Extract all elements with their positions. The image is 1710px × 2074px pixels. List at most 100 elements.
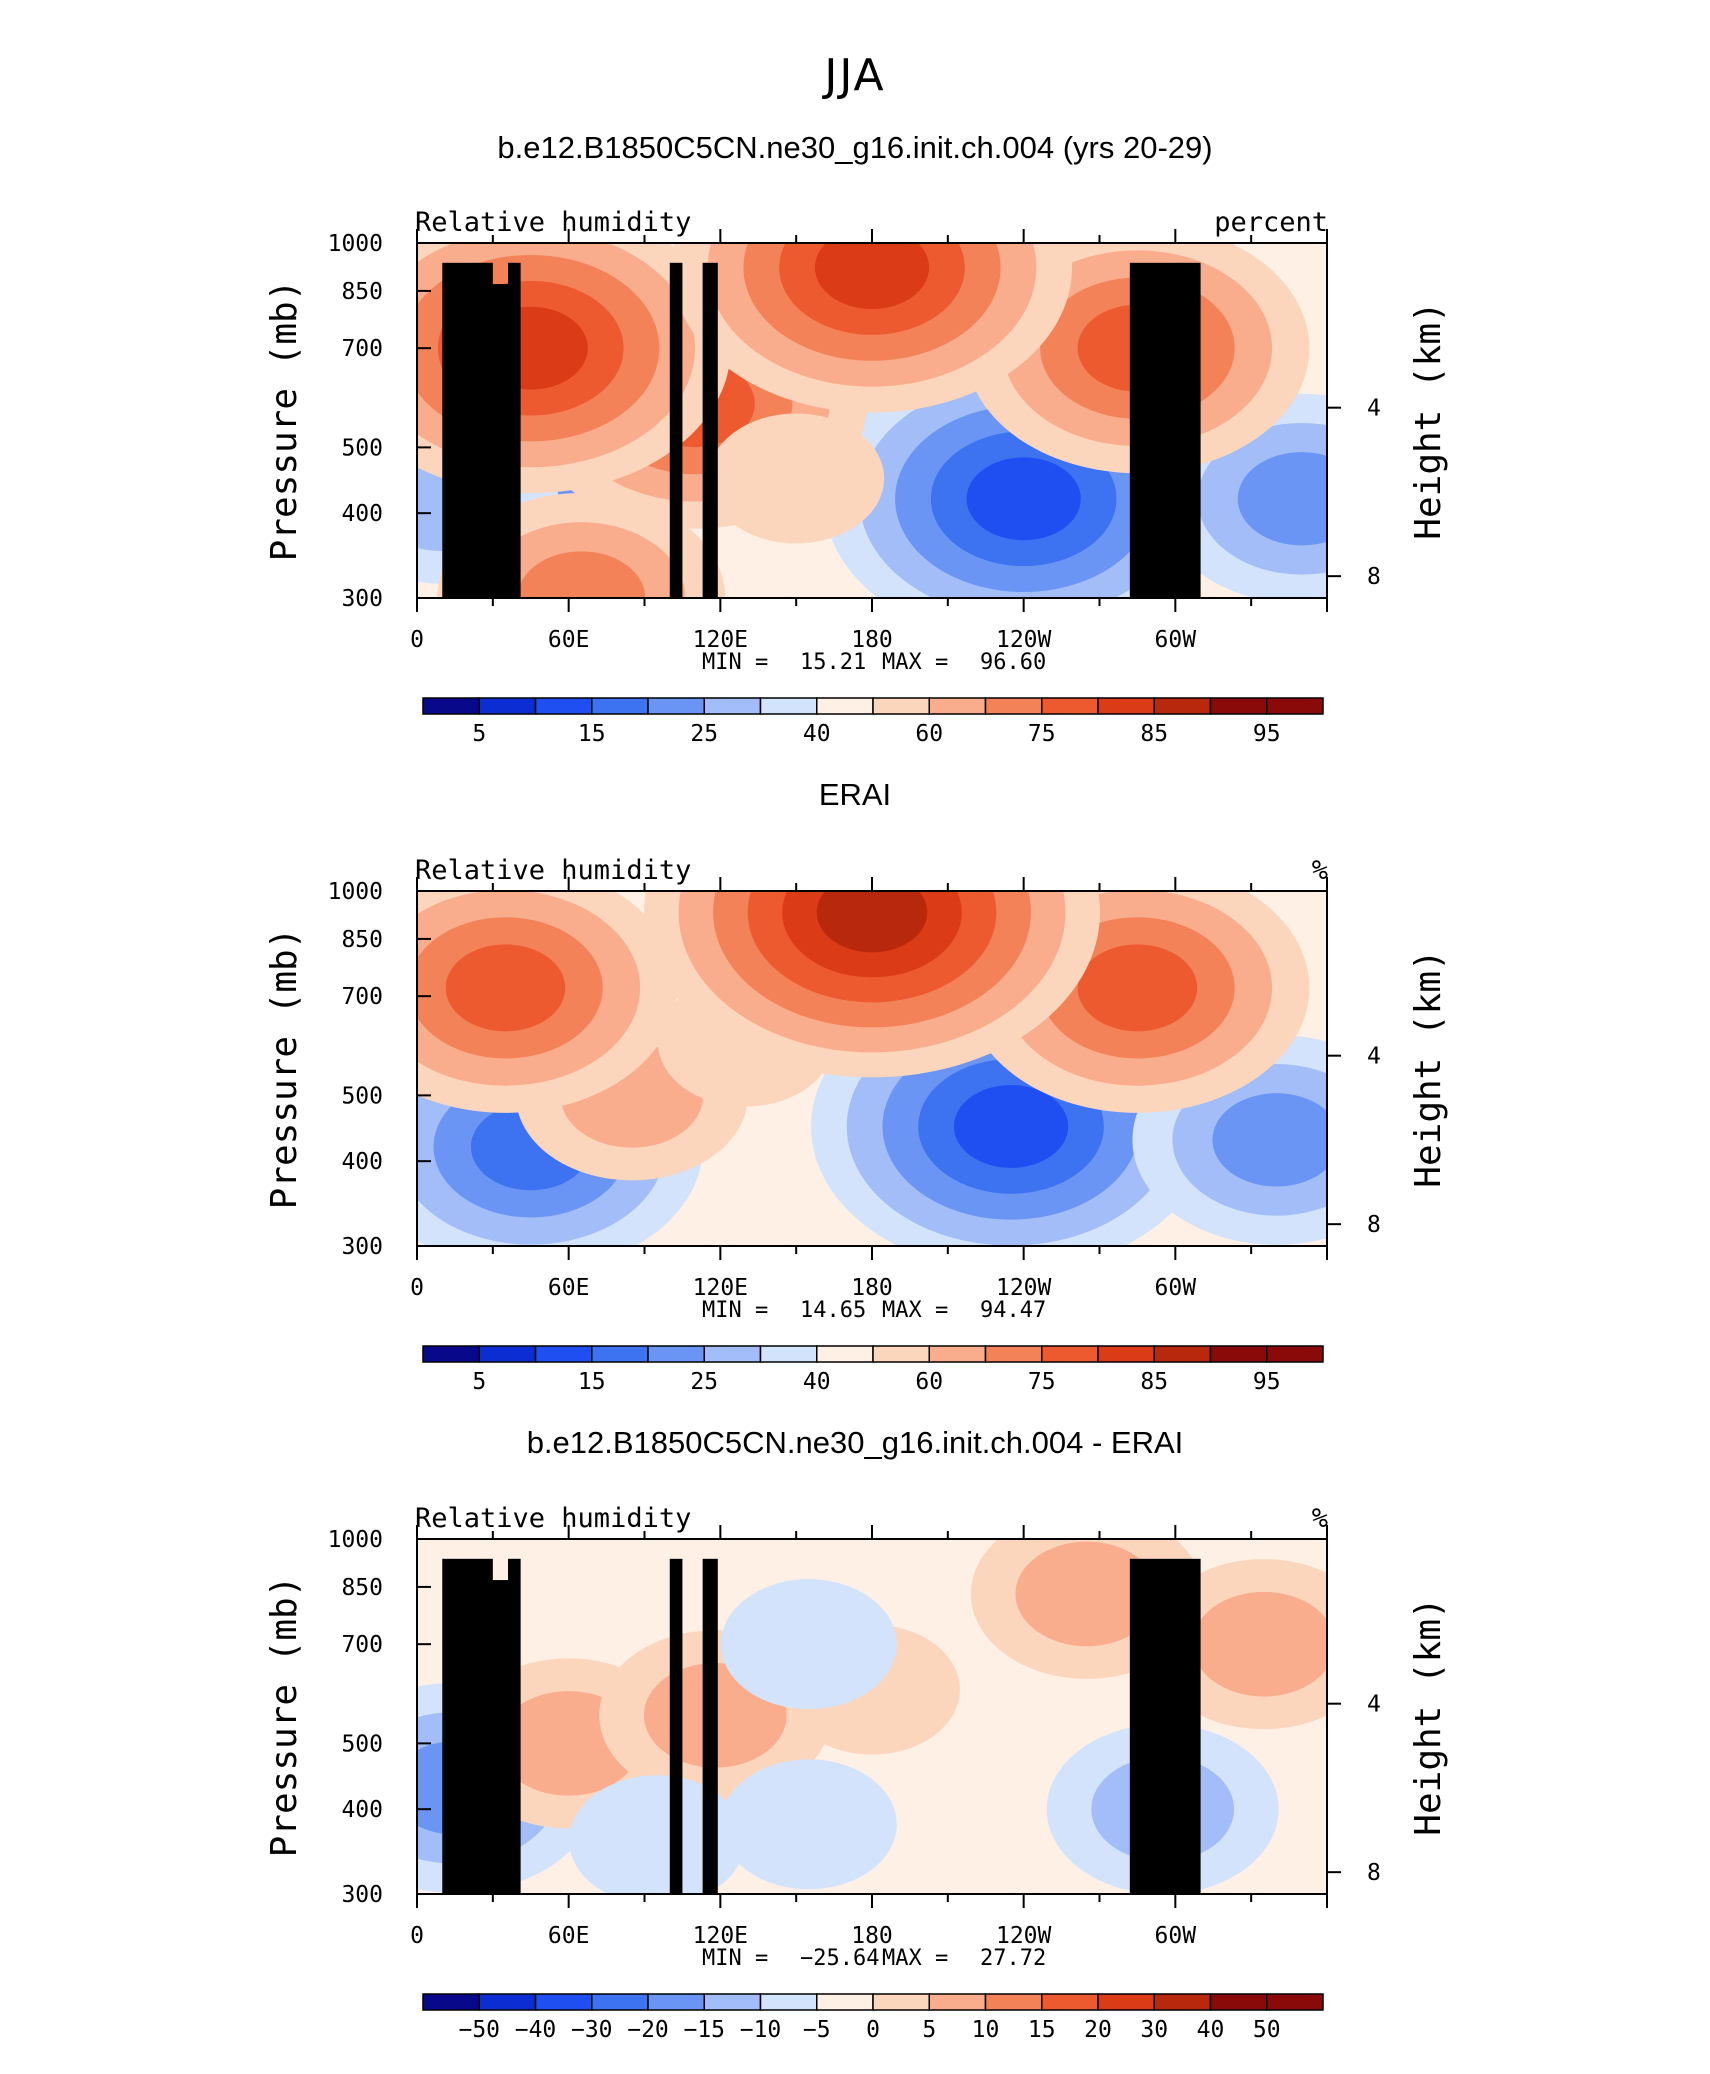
colorbar-label: 25	[690, 721, 718, 747]
y-tick-label: 400	[341, 1149, 383, 1175]
colorbar-box	[591, 697, 649, 715]
contour-blob	[816, 891, 928, 953]
colorbar-box	[478, 697, 537, 715]
colorbar-box	[1153, 1345, 1212, 1363]
min-label: MIN =	[702, 1946, 768, 1971]
contour-panel-0: Relative humidity percent 0 60E 120E 180 120W 6…	[264, 207, 1449, 747]
y-axis-title: Pressure (mb)	[264, 280, 305, 562]
colorbar-box	[1266, 697, 1324, 715]
colorbar-box	[1266, 1993, 1324, 2011]
x-tick-label: 180	[851, 1923, 893, 1949]
x-tick-label: 180	[851, 627, 893, 653]
colorbar-box	[759, 1993, 818, 2011]
colorbar-label: 5	[472, 1369, 486, 1395]
y2-axis-title: Height (km)	[1408, 949, 1449, 1187]
colorbar-label: −40	[515, 2017, 557, 2043]
colorbar-box	[1209, 697, 1268, 715]
topography-mask	[442, 262, 493, 598]
y-tick-label: 500	[341, 435, 383, 461]
x-tick-label: 60E	[548, 1275, 590, 1301]
x-tick-label: 120W	[996, 1275, 1052, 1301]
colorbar-box	[534, 1993, 593, 2011]
colorbar-box	[759, 697, 818, 715]
colorbar-label: 40	[803, 1369, 831, 1395]
y-tick-label: 850	[341, 927, 383, 953]
y-tick-label: 300	[341, 1882, 383, 1908]
colorbar-box	[1266, 1345, 1324, 1363]
colorbar-box	[1097, 1345, 1155, 1363]
colorbar-box	[816, 1345, 874, 1363]
figure-title: JJA	[824, 50, 886, 101]
max-label: MAX =	[882, 1946, 948, 1971]
colorbar-box	[647, 697, 705, 715]
colorbar-box	[534, 697, 593, 715]
height-tick-label: 4	[1367, 396, 1381, 422]
colorbar-box	[1097, 1993, 1155, 2011]
right-unit-label: %	[1312, 1503, 1328, 1534]
panel-title-model: b.e12.B1850C5CN.ne30_g16.init.ch.004 (yr…	[497, 130, 1213, 165]
colorbar-box	[1097, 697, 1155, 715]
colorbar-label: 75	[1028, 721, 1056, 747]
y-tick-label: 850	[341, 279, 383, 305]
y-tick-label: 400	[341, 1797, 383, 1823]
right-unit-label: percent	[1214, 207, 1328, 238]
topography-mask	[702, 1558, 718, 1894]
colorbar-label: 60	[915, 721, 943, 747]
x-tick-label: 0	[410, 1923, 424, 1949]
colorbar-label: 10	[972, 2017, 1000, 2043]
min-value: 14.65	[800, 1298, 866, 1323]
colorbar-label: 30	[1140, 2017, 1168, 2043]
contour-blob	[517, 551, 646, 598]
max-value: 94.47	[980, 1298, 1046, 1323]
height-tick-label: 4	[1367, 1692, 1381, 1718]
colorbar-label: 5	[922, 2017, 936, 2043]
colorbar-label: 15	[1028, 2017, 1056, 2043]
colorbar-box	[647, 1345, 705, 1363]
contour-blob	[953, 1085, 1069, 1168]
colorbar-box	[703, 697, 762, 715]
x-tick-label: 120W	[996, 627, 1052, 653]
colorbar-box	[422, 697, 480, 715]
colorbar-label: 20	[1084, 2017, 1112, 2043]
colorbar-box	[591, 1993, 649, 2011]
contour-blob	[1212, 1093, 1327, 1187]
colorbar-label: −30	[571, 2017, 613, 2043]
topography-mask	[1129, 262, 1201, 598]
height-tick-label: 4	[1367, 1044, 1381, 1070]
colorbar-box	[647, 1993, 705, 2011]
contour-blob	[1237, 452, 1327, 546]
left-variable-label: Relative humidity	[415, 1503, 691, 1534]
colorbar: 5 15 25 40 60 75 85 95	[422, 697, 1324, 747]
topography-mask	[442, 1558, 493, 1894]
contour-blob	[720, 1759, 897, 1890]
contour-blob	[569, 1775, 746, 1894]
x-tick-label: 60W	[1155, 1275, 1197, 1301]
max-label: MAX =	[882, 1298, 948, 1323]
colorbar-box	[1153, 697, 1212, 715]
colorbar-box	[703, 1345, 762, 1363]
colorbar-box	[928, 1345, 987, 1363]
contour-blob	[1015, 1541, 1159, 1647]
colorbar-box	[422, 1993, 480, 2011]
colorbar-label: 60	[915, 1369, 943, 1395]
y-tick-label: 1000	[328, 1527, 383, 1553]
colorbar-box	[703, 1993, 762, 2011]
y-tick-label: 400	[341, 501, 383, 527]
colorbar-box	[1041, 697, 1099, 715]
colorbar-label: 85	[1140, 1369, 1168, 1395]
contour-blob	[1077, 944, 1198, 1032]
y-tick-label: 700	[341, 1632, 383, 1658]
colorbar-box	[591, 1345, 649, 1363]
y-tick-label: 300	[341, 1234, 383, 1260]
colorbar-label: 50	[1253, 2017, 1281, 2043]
contour-blob	[708, 413, 885, 544]
colorbar-box	[872, 1345, 930, 1363]
x-tick-label: 0	[410, 1275, 424, 1301]
topography-mask	[702, 262, 718, 598]
colorbar-label: −5	[803, 2017, 831, 2043]
y-tick-label: 500	[341, 1083, 383, 1109]
y-tick-label: 500	[341, 1731, 383, 1757]
colorbar-label: 15	[578, 1369, 606, 1395]
y-tick-label: 1000	[328, 231, 383, 257]
colorbar-box	[984, 1993, 1043, 2011]
